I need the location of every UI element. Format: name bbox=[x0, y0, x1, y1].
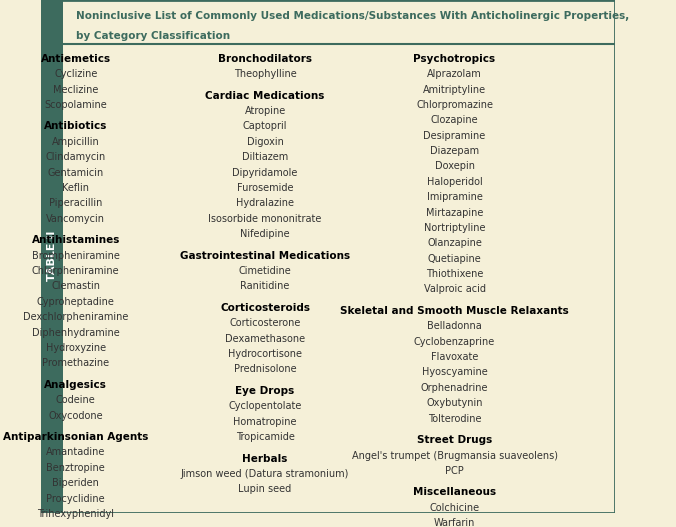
FancyBboxPatch shape bbox=[41, 0, 615, 513]
Text: Lupin seed: Lupin seed bbox=[239, 484, 292, 494]
Text: TABLE II: TABLE II bbox=[47, 231, 57, 281]
Text: Atropine: Atropine bbox=[245, 106, 286, 116]
Text: Amitriptyline: Amitriptyline bbox=[423, 84, 486, 94]
Text: Gastrointestinal Medications: Gastrointestinal Medications bbox=[180, 251, 350, 261]
Text: Analgesics: Analgesics bbox=[44, 380, 107, 390]
FancyBboxPatch shape bbox=[41, 0, 63, 513]
Text: Diphenhydramine: Diphenhydramine bbox=[32, 327, 120, 337]
Text: Antibiotics: Antibiotics bbox=[44, 121, 107, 131]
Text: Eye Drops: Eye Drops bbox=[235, 386, 295, 396]
Text: Cardiac Medications: Cardiac Medications bbox=[206, 91, 324, 101]
Text: Haloperidol: Haloperidol bbox=[427, 177, 483, 187]
Text: Olanzapine: Olanzapine bbox=[427, 238, 482, 248]
Text: Skeletal and Smooth Muscle Relaxants: Skeletal and Smooth Muscle Relaxants bbox=[340, 306, 569, 316]
Text: Cyclizine: Cyclizine bbox=[54, 69, 97, 79]
Text: Bronchodilators: Bronchodilators bbox=[218, 54, 312, 64]
Text: Hydralazine: Hydralazine bbox=[236, 198, 294, 208]
Text: Alprazolam: Alprazolam bbox=[427, 69, 482, 79]
Text: Thiothixene: Thiothixene bbox=[426, 269, 483, 279]
Text: Tolterodine: Tolterodine bbox=[428, 414, 481, 424]
Text: Trihexyphenidyl: Trihexyphenidyl bbox=[37, 509, 114, 519]
Text: Warfarin: Warfarin bbox=[434, 518, 475, 527]
Text: Belladonna: Belladonna bbox=[427, 321, 482, 331]
Text: PCP: PCP bbox=[445, 466, 464, 476]
Text: Nifedipine: Nifedipine bbox=[240, 229, 290, 239]
Text: Flavoxate: Flavoxate bbox=[431, 352, 478, 362]
Text: Doxepin: Doxepin bbox=[435, 161, 475, 171]
Text: Orphenadrine: Orphenadrine bbox=[420, 383, 488, 393]
Text: Isosorbide mononitrate: Isosorbide mononitrate bbox=[208, 214, 322, 224]
Text: Cimetidine: Cimetidine bbox=[239, 266, 291, 276]
Text: Promethazine: Promethazine bbox=[42, 358, 110, 368]
Text: Cyclopentolate: Cyclopentolate bbox=[228, 402, 301, 411]
Text: Street Drugs: Street Drugs bbox=[417, 435, 492, 445]
Text: Clozapine: Clozapine bbox=[431, 115, 479, 125]
Text: Vancomycin: Vancomycin bbox=[46, 214, 105, 224]
Text: Oxybutynin: Oxybutynin bbox=[427, 398, 483, 408]
Text: Corticosterone: Corticosterone bbox=[229, 318, 301, 328]
Text: Colchicine: Colchicine bbox=[429, 503, 479, 513]
Text: Chlorpheniramine: Chlorpheniramine bbox=[32, 266, 120, 276]
Text: Antiparkinsonian Agents: Antiparkinsonian Agents bbox=[3, 432, 148, 442]
Text: Desipramine: Desipramine bbox=[423, 131, 485, 141]
Text: Miscellaneous: Miscellaneous bbox=[413, 487, 496, 497]
Text: Theophylline: Theophylline bbox=[234, 69, 297, 79]
Text: Diltiazem: Diltiazem bbox=[242, 152, 288, 162]
Text: Dipyridamole: Dipyridamole bbox=[233, 168, 298, 178]
Text: Clemastin: Clemastin bbox=[51, 281, 100, 291]
Text: Hyoscyamine: Hyoscyamine bbox=[422, 367, 487, 377]
Text: Antiemetics: Antiemetics bbox=[41, 54, 111, 64]
Text: Valproic acid: Valproic acid bbox=[423, 285, 485, 295]
Text: Clindamycin: Clindamycin bbox=[45, 152, 106, 162]
Text: Mirtazapine: Mirtazapine bbox=[426, 208, 483, 218]
Text: Gentamicin: Gentamicin bbox=[47, 168, 104, 178]
Text: Ampicillin: Ampicillin bbox=[52, 137, 99, 147]
Text: Imipramine: Imipramine bbox=[427, 192, 483, 202]
Text: Corticosteroids: Corticosteroids bbox=[220, 303, 310, 313]
Text: Brompheniramine: Brompheniramine bbox=[32, 251, 120, 261]
Text: Dexchlorpheniramine: Dexchlorpheniramine bbox=[23, 312, 128, 322]
Text: Biperiden: Biperiden bbox=[52, 478, 99, 488]
Text: Noninclusive List of Commonly Used Medications/Substances With Anticholinergic P: Noninclusive List of Commonly Used Medic… bbox=[76, 11, 629, 21]
Text: Hydroxyzine: Hydroxyzine bbox=[45, 343, 105, 353]
Text: Captopril: Captopril bbox=[243, 121, 287, 131]
Text: Scopolamine: Scopolamine bbox=[45, 100, 107, 110]
Text: Piperacillin: Piperacillin bbox=[49, 198, 102, 208]
Text: Procyclidine: Procyclidine bbox=[47, 494, 105, 504]
Text: Cyproheptadine: Cyproheptadine bbox=[37, 297, 115, 307]
Text: Quetiapine: Quetiapine bbox=[428, 253, 481, 264]
Text: Codeine: Codeine bbox=[56, 395, 95, 405]
Text: Cyclobenzaprine: Cyclobenzaprine bbox=[414, 337, 495, 347]
Text: Ranitidine: Ranitidine bbox=[241, 281, 290, 291]
Text: Chlorpromazine: Chlorpromazine bbox=[416, 100, 493, 110]
Text: by Category Classification: by Category Classification bbox=[76, 31, 230, 41]
Text: Hydrocortisone: Hydrocortisone bbox=[228, 349, 302, 359]
Text: Homatropine: Homatropine bbox=[233, 417, 297, 427]
Text: Amantadine: Amantadine bbox=[46, 447, 105, 457]
Text: Psychotropics: Psychotropics bbox=[414, 54, 496, 64]
Text: Dexamethasone: Dexamethasone bbox=[225, 334, 305, 344]
Text: Oxycodone: Oxycodone bbox=[49, 411, 103, 421]
Text: Tropicamide: Tropicamide bbox=[236, 432, 295, 442]
Text: Furosemide: Furosemide bbox=[237, 183, 293, 193]
Text: Benztropine: Benztropine bbox=[47, 463, 105, 473]
Text: Digoxin: Digoxin bbox=[247, 137, 283, 147]
Text: Prednisolone: Prednisolone bbox=[234, 364, 296, 374]
Text: Nortriptyline: Nortriptyline bbox=[424, 223, 485, 233]
Text: Herbals: Herbals bbox=[243, 454, 288, 464]
Text: Antihistamines: Antihistamines bbox=[32, 235, 120, 245]
Text: Angel's trumpet (Brugmansia suaveolens): Angel's trumpet (Brugmansia suaveolens) bbox=[352, 451, 558, 461]
Text: Keflin: Keflin bbox=[62, 183, 89, 193]
Text: Jimson weed (Datura stramonium): Jimson weed (Datura stramonium) bbox=[181, 469, 349, 479]
Text: Diazepam: Diazepam bbox=[430, 146, 479, 156]
Text: Meclizine: Meclizine bbox=[53, 84, 99, 94]
